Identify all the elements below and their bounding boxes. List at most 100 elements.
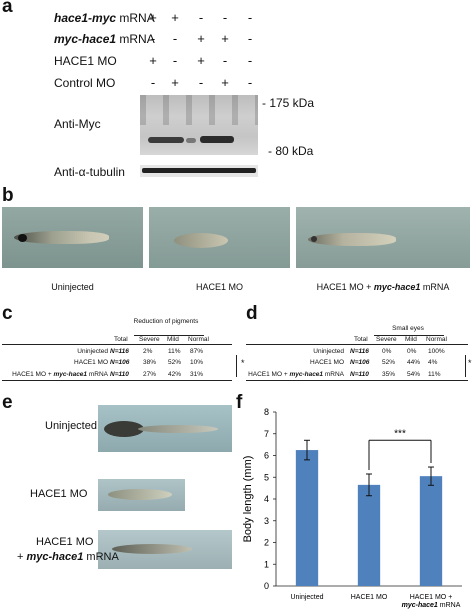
condition-label-italic: hace1-myc <box>54 11 117 25</box>
condition-sign: - <box>198 10 204 25</box>
label-text: mRNA <box>83 551 119 563</box>
anti-myc-label: Anti-Myc <box>54 117 101 131</box>
blot-band <box>148 137 184 143</box>
condition-sign: + <box>221 31 229 46</box>
row-name-text: HACE1 MO + <box>248 371 290 378</box>
tadpole-head <box>104 421 144 437</box>
row-total-value: N=110 <box>110 371 129 378</box>
anti-myc-blot <box>140 95 258 155</box>
photo-hace1-mo <box>149 207 290 268</box>
marker-175-kda: - 175 kDa <box>262 96 315 110</box>
tadpole-tail <box>138 425 218 433</box>
table-rule <box>2 344 232 345</box>
photo-uninjected <box>2 207 143 268</box>
group-rule <box>374 335 444 336</box>
condition-sign: + <box>197 31 205 46</box>
panel-f-label: f <box>236 392 243 413</box>
row-mild: 11% <box>168 348 181 355</box>
table-rule <box>246 380 468 381</box>
row-name: HACE1 MO <box>74 359 108 366</box>
condition-sign: - <box>247 10 253 25</box>
condition-sign: - <box>198 75 204 90</box>
label-text: + <box>17 551 27 563</box>
row-name-text: HACE1 MO <box>74 359 108 366</box>
panel-a-label: a <box>2 0 13 17</box>
row-total: N=110 <box>110 371 129 378</box>
condition-sign: - <box>172 53 178 68</box>
y-axis-label: Body length (mm) <box>242 456 254 543</box>
group-rule <box>134 335 204 336</box>
caption-italic: myc-hace1 <box>373 282 421 292</box>
row-normal: 31% <box>190 371 204 378</box>
row-severe: 52% <box>382 359 396 366</box>
column-header: Mild <box>167 336 179 343</box>
column-header: Severe <box>139 336 160 343</box>
photo-hace1-mo-rescue <box>296 207 470 268</box>
condition-label: hace1-myc mRNA <box>54 11 155 25</box>
y-tick-label: 8 <box>264 407 269 417</box>
row-mild: 52% <box>168 359 182 366</box>
row-name-text: Uninjected <box>77 348 108 355</box>
row-normal: 4% <box>428 359 438 366</box>
x-label-italic: myc-hace1 <box>402 602 438 609</box>
condition-sign: + <box>221 75 229 90</box>
row-mild: 0% <box>407 348 417 355</box>
e-label-rescue-line1: HACE1 MO <box>36 536 94 548</box>
row-total-value: N=116 <box>110 348 129 355</box>
e-label-rescue-line2: + myc-hace1 mRNA <box>17 551 119 563</box>
caption-hace1-mo-rescue: HACE1 MO + myc-hace1 mRNA <box>296 282 470 292</box>
row-total: N=106 <box>350 359 369 366</box>
label-italic: myc-hace1 <box>26 551 84 563</box>
condition-sign: - <box>222 53 228 68</box>
x-label-text: mRNA <box>438 602 461 609</box>
blot-band <box>186 138 196 143</box>
column-header: Mild <box>405 336 417 343</box>
row-name: Uninjected <box>77 348 108 355</box>
x-tick-label: HACE1 MO <box>351 594 388 601</box>
group-header: Reduction of pigments <box>133 318 199 325</box>
bar <box>295 450 319 586</box>
significance-star: * <box>468 358 472 368</box>
table-rule <box>246 344 468 345</box>
y-tick-label: 1 <box>264 559 269 569</box>
row-name-italic: myc-hace1 <box>289 371 324 378</box>
row-normal: 100% <box>428 348 445 355</box>
y-tick-label: 4 <box>264 494 269 504</box>
condition-sign: + <box>171 10 179 25</box>
column-header: Total <box>354 336 368 343</box>
column-header: Severe <box>376 336 397 343</box>
y-tick-label: 2 <box>264 538 269 548</box>
photo-e-hace1-mo <box>98 479 185 511</box>
group-header: Small eyes <box>392 325 424 332</box>
condition-sign: - <box>247 53 253 68</box>
y-tick-label: 7 <box>264 429 269 439</box>
row-name-text: HACE1 MO <box>310 359 344 366</box>
row-mild: 54% <box>407 371 421 378</box>
tadpole-eye <box>311 236 317 242</box>
row-name-text: HACE1 MO + <box>12 371 54 378</box>
significance-bracket <box>465 355 466 377</box>
body-length-chart: 0 1 2 3 4 5 6 7 8 Body length (mm) Uninjected HACE1… <box>242 407 462 609</box>
condition-label: HACE1 MO <box>54 54 117 68</box>
condition-sign: - <box>222 10 228 25</box>
row-total: N=106 <box>110 359 129 366</box>
y-tick-label: 6 <box>264 451 269 461</box>
blot-band <box>200 136 234 143</box>
y-tick-label: 0 <box>264 581 269 591</box>
row-name-text: Uninjected <box>313 348 344 355</box>
column-header: Normal <box>426 336 447 343</box>
x-tick-label: HACE1 MO + <box>410 594 453 601</box>
row-total-value: N=110 <box>350 371 369 378</box>
row-severe: 27% <box>143 371 157 378</box>
row-total-value: N=106 <box>110 359 130 366</box>
row-name-text: mRNA <box>323 371 344 378</box>
row-mild: 42% <box>168 371 182 378</box>
condition-label: Control MO <box>54 76 115 90</box>
condition-sign: - <box>150 31 156 46</box>
column-header: Normal <box>188 336 209 343</box>
row-severe: 38% <box>143 359 157 366</box>
condition-label-italic: myc-hace1 <box>54 32 117 46</box>
caption-hace1-mo: HACE1 MO <box>195 282 243 292</box>
condition-sign: - <box>172 31 178 46</box>
caption-text: mRNA <box>420 282 450 292</box>
